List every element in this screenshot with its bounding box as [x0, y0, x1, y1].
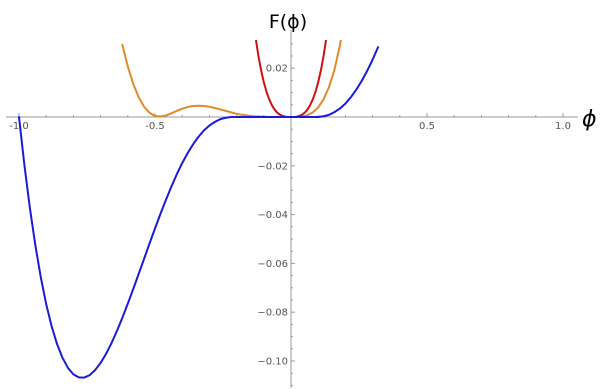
y-tick-label: −0.04: [257, 210, 288, 221]
y-tick-label: −0.02: [257, 161, 288, 172]
series-lines: [18, 40, 380, 379]
x-tick-label: -1.0: [9, 121, 29, 132]
ticks: -1.0 -0.5 0.5 1.0 0.02 −0.02 −0.04 −0.06 −0.08 −0…: [9, 43, 571, 386]
x-axis-title: ϕ: [582, 107, 597, 132]
y-tick-label: −0.10: [257, 357, 288, 368]
x-tick-label: 1.0: [555, 121, 571, 132]
axis-labels: F(ϕ) ϕ: [269, 11, 597, 132]
series-line-1: [121, 40, 342, 118]
x-tick-label: 0.5: [419, 121, 435, 132]
y-tick-label: −0.08: [257, 308, 288, 319]
y-axis-title: F(ϕ): [269, 11, 307, 33]
axes: [6, 30, 578, 388]
series-line-3: [18, 46, 380, 379]
y-tick-label: 0.02: [266, 64, 288, 75]
x-tick-label: -0.5: [145, 121, 165, 132]
y-tick-label: −0.06: [257, 259, 288, 270]
